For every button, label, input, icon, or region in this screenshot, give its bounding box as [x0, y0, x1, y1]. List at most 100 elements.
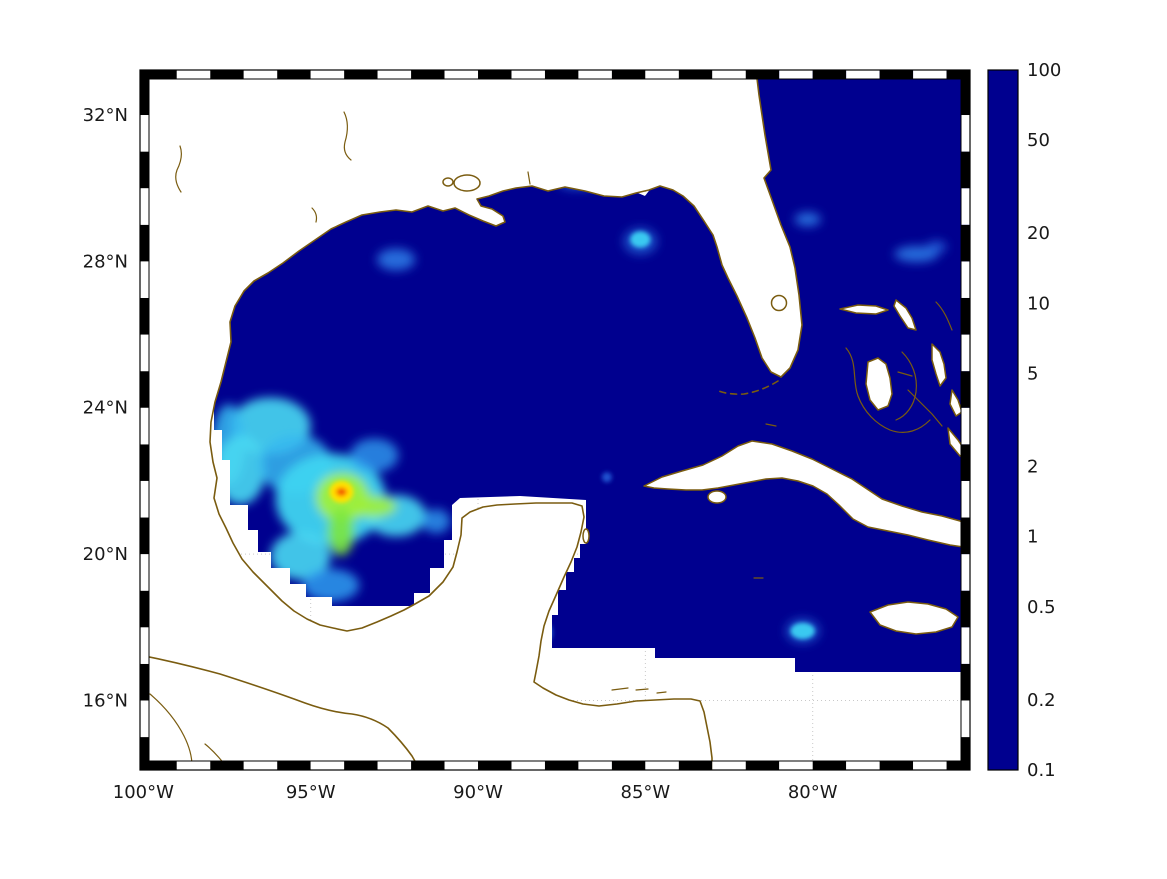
island-grand-bahama	[839, 304, 889, 315]
colorbar-gradient	[987, 69, 1019, 771]
frame-segment	[578, 761, 612, 770]
frame-segment	[961, 700, 970, 738]
frame-segment	[140, 444, 149, 481]
lon-tick-label: 100°W	[113, 782, 174, 803]
bahama-cays-ne	[935, 301, 953, 331]
island-isle-of-youth	[707, 490, 727, 504]
lake-pontchartrain	[453, 174, 481, 192]
frame-segment	[961, 663, 970, 701]
heat-feature-plume-se	[302, 568, 360, 602]
frame-segment	[310, 70, 345, 79]
frame-segment	[140, 663, 149, 701]
lat-tick-label: 24°N	[83, 398, 128, 419]
lat-tick-label: 20°N	[83, 544, 128, 565]
frame-segment	[946, 70, 970, 79]
frame-segment	[140, 700, 149, 738]
frame-segment	[578, 70, 612, 79]
lon-tick-label: 80°W	[788, 782, 838, 803]
frame-corner	[140, 70, 149, 79]
heat-feature-core-arm-s	[327, 508, 355, 556]
heat-feature-fl-bigbend-spot	[630, 231, 651, 248]
frame-segment	[745, 761, 780, 770]
frame-segment	[645, 761, 679, 770]
frame-corner	[961, 70, 970, 79]
lat-tick-label: 28°N	[83, 251, 128, 272]
frame-segment	[846, 761, 880, 770]
frame-segment	[176, 70, 211, 79]
lat-tick-label: 16°N	[83, 690, 128, 711]
frame-segment	[140, 297, 149, 335]
river-texas-1	[175, 145, 183, 193]
frame-segment	[846, 70, 880, 79]
lake-maurepas	[442, 177, 454, 187]
frame-segment	[140, 334, 149, 372]
lon-tick-label: 85°W	[621, 782, 671, 803]
heat-feature-fl-atlantic-patch	[794, 212, 821, 227]
frame-segment	[140, 371, 149, 408]
lon-tick-label: 95°W	[286, 782, 336, 803]
frame-segment	[377, 70, 412, 79]
bay-islands	[611, 687, 667, 694]
island-cozumel	[582, 528, 590, 544]
frame-segment	[961, 78, 970, 116]
frame-segment	[140, 517, 149, 555]
frame-segment	[140, 737, 149, 770]
frame-segment	[478, 70, 512, 79]
axis-labels: 100°W 95°W 90°W 85°W 80°W 32°N 28°N 24°N 20°N 16°…	[83, 105, 838, 803]
heat-feature-plume-e2	[422, 509, 451, 534]
frame-segment	[478, 761, 512, 770]
frame-segment	[961, 334, 970, 372]
frame-segment	[344, 70, 378, 79]
frame-segment	[544, 70, 579, 79]
frame-inner-border	[148, 78, 962, 762]
frame-corner	[140, 761, 149, 770]
exuma-chain	[907, 389, 943, 427]
map-frame	[139, 69, 971, 771]
frame-segment	[140, 151, 149, 189]
frame-segment	[961, 737, 970, 770]
frame-segment	[277, 70, 311, 79]
frame-segment	[411, 70, 445, 79]
colorbar: 100 50 20 10 5 2 1 0.5 0.2 0.1	[987, 60, 1061, 781]
island-andros	[865, 357, 893, 411]
frame-segment	[243, 761, 278, 770]
lon-tick-label: 90°W	[453, 782, 503, 803]
frame-segment	[961, 297, 970, 335]
frame-segment	[961, 407, 970, 445]
frame-segment	[143, 70, 177, 79]
frame-segment	[243, 70, 278, 79]
colorbar-tick-label: 0.1	[1027, 760, 1056, 781]
frame-segment	[140, 590, 149, 628]
frame-segment	[544, 761, 579, 770]
colorbar-tick-label: 100	[1027, 60, 1061, 81]
frame-segment	[310, 761, 345, 770]
island-cat	[949, 389, 963, 417]
frame-segment	[961, 188, 970, 225]
frame-segment	[961, 261, 970, 298]
frame-segment	[961, 115, 970, 152]
island-abaco	[893, 299, 917, 331]
frame-segment	[143, 761, 177, 770]
frame-segment	[812, 70, 847, 79]
heat-feature-jamaica-nw-spot	[790, 622, 815, 640]
river-mexico-1	[149, 693, 193, 767]
frame-segment	[712, 761, 746, 770]
frame-segment	[411, 761, 445, 770]
frame-segment	[140, 78, 149, 116]
lat-tick-label: 32°N	[83, 105, 128, 126]
heat-feature-yucatan-basin-dot	[601, 472, 612, 483]
frame-segment	[444, 70, 479, 79]
mainland-north-america	[140, 70, 803, 770]
frame-segment	[511, 761, 545, 770]
heat-feature-bahamas-streak	[894, 246, 939, 263]
frame-segment	[812, 761, 847, 770]
colorbar-tick-label: 20	[1027, 223, 1050, 244]
frame-segment	[611, 761, 646, 770]
frame-segment	[176, 761, 211, 770]
frame-corner	[961, 761, 970, 770]
frame-segment	[645, 70, 679, 79]
frame-segment	[611, 70, 646, 79]
heat-feature-core-peak	[338, 489, 345, 495]
galveston-bay	[311, 207, 318, 223]
